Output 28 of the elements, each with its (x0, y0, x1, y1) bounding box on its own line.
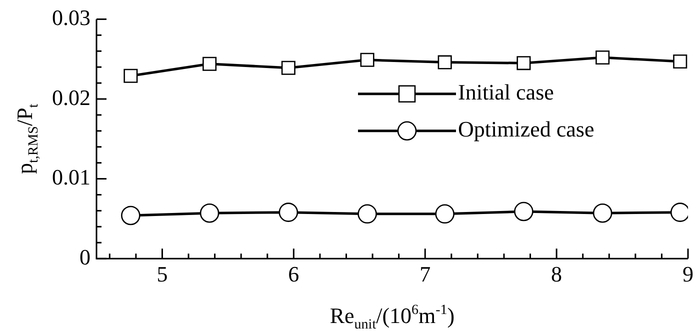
point (596, 50, 610, 65)
point (200, 203, 220, 223)
x-tick-label: 6 (288, 262, 300, 287)
point (124, 68, 138, 83)
point (516, 56, 531, 70)
point (360, 52, 374, 67)
point (358, 204, 377, 224)
point (281, 60, 296, 75)
point (514, 202, 534, 222)
y-tick-label: 0 (80, 244, 90, 270)
point (202, 56, 217, 71)
y-axis-title: pt,RMS/Pt (12, 104, 42, 174)
x-tick-label: 8 (551, 262, 562, 287)
point (673, 54, 688, 69)
x-tick-label: 7 (420, 262, 431, 287)
point (435, 204, 454, 224)
legend-label: Optimized case (458, 116, 594, 142)
y-tick-label: 0.03 (52, 4, 90, 30)
point (438, 55, 452, 70)
y-tick-label: 0.02 (52, 84, 90, 110)
point (278, 202, 298, 222)
legend-label: Initial case (458, 80, 554, 105)
point (121, 206, 140, 226)
x-tick-label: 9 (682, 262, 694, 287)
y-tick-label: 0.01 (52, 164, 90, 190)
point (592, 203, 612, 223)
point (670, 202, 688, 222)
x-tick-label: 5 (156, 262, 168, 287)
